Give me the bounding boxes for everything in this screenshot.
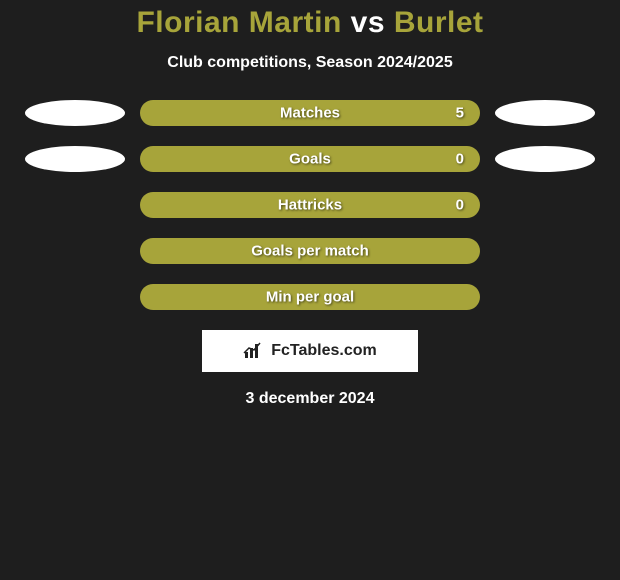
stat-value: 0 bbox=[456, 197, 464, 214]
stat-bar: Goals per match bbox=[140, 238, 480, 264]
stat-bar: Min per goal bbox=[140, 284, 480, 310]
club-badge-left bbox=[25, 100, 125, 126]
club-badge-left bbox=[25, 146, 125, 172]
date-line: 3 december 2024 bbox=[246, 390, 375, 408]
stat-bar: Hattricks 0 bbox=[140, 192, 480, 218]
subtitle: Club competitions, Season 2024/2025 bbox=[167, 54, 452, 72]
stat-row: Min per goal bbox=[0, 284, 620, 310]
badge-slot-right bbox=[490, 100, 600, 126]
stat-bar: Goals 0 bbox=[140, 146, 480, 172]
stat-value: 0 bbox=[456, 151, 464, 168]
page-title: Florian Martin vs Burlet bbox=[136, 6, 483, 40]
player-left: Florian Martin bbox=[136, 6, 341, 39]
stat-row: Hattricks 0 bbox=[0, 192, 620, 218]
badge-slot-right bbox=[490, 146, 600, 172]
stat-label: Hattricks bbox=[278, 197, 342, 214]
stat-label: Min per goal bbox=[266, 289, 354, 306]
stat-row: Matches 5 bbox=[0, 100, 620, 126]
stat-label: Goals per match bbox=[251, 243, 369, 260]
root: Florian Martin vs Burlet Club competitio… bbox=[0, 0, 620, 408]
bar-chart-icon bbox=[243, 342, 265, 360]
stat-label: Goals bbox=[289, 151, 331, 168]
stat-label: Matches bbox=[280, 105, 340, 122]
vs-word: vs bbox=[351, 6, 385, 39]
club-badge-right bbox=[495, 146, 595, 172]
stats-area: Matches 5 Goals 0 Hattricks 0 Goals per match M… bbox=[0, 100, 620, 310]
player-right: Burlet bbox=[394, 6, 484, 39]
stat-row: Goals per match bbox=[0, 238, 620, 264]
brand-text: FcTables.com bbox=[271, 342, 377, 360]
badge-slot-left bbox=[20, 100, 130, 126]
stat-value: 5 bbox=[456, 105, 464, 122]
badge-slot-left bbox=[20, 146, 130, 172]
club-badge-right bbox=[495, 100, 595, 126]
stat-row: Goals 0 bbox=[0, 146, 620, 172]
brand-box: FcTables.com bbox=[202, 330, 418, 372]
stat-bar: Matches 5 bbox=[140, 100, 480, 126]
